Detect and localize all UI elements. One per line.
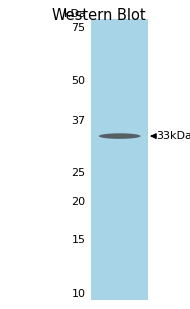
Text: 25: 25 <box>71 168 86 178</box>
Text: 75: 75 <box>71 23 86 33</box>
Text: kDa: kDa <box>64 9 86 19</box>
Bar <box>91 19 148 300</box>
Text: Western Blot: Western Blot <box>52 8 146 23</box>
Ellipse shape <box>99 133 141 139</box>
Text: 10: 10 <box>71 289 86 298</box>
Text: 15: 15 <box>71 235 86 245</box>
Text: 33kDa: 33kDa <box>156 131 190 141</box>
Text: 37: 37 <box>71 116 86 126</box>
Text: 50: 50 <box>71 76 86 86</box>
Text: 20: 20 <box>71 197 86 207</box>
